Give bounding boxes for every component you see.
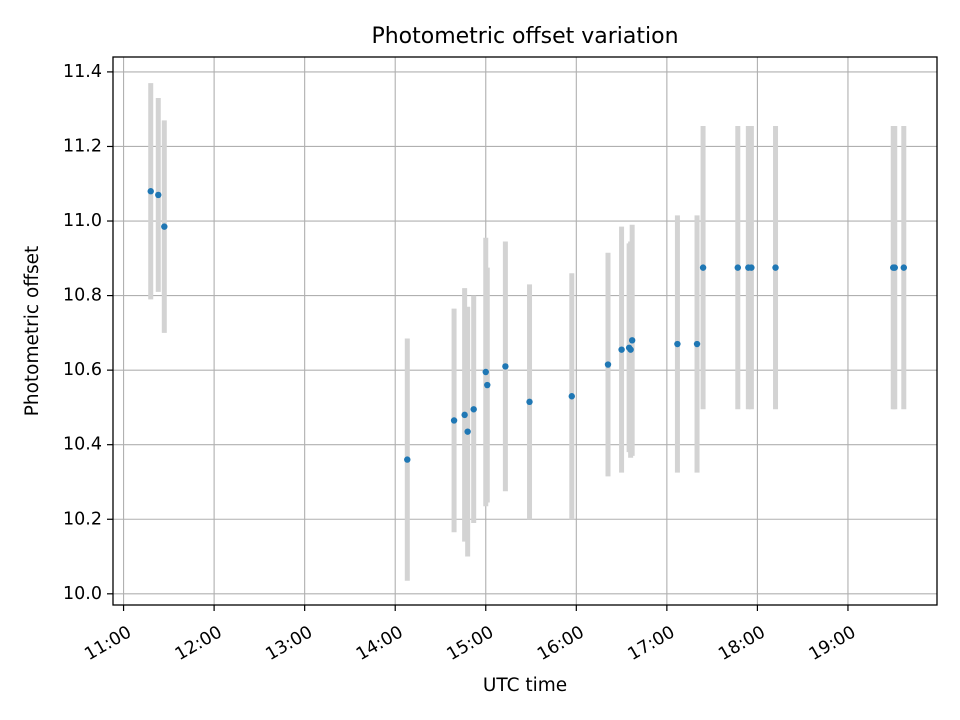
data-point bbox=[404, 456, 411, 463]
y-tick-label: 11.2 bbox=[63, 136, 102, 156]
data-point bbox=[748, 264, 755, 271]
data-point bbox=[693, 340, 701, 348]
data-point bbox=[699, 264, 707, 271]
data-point bbox=[464, 428, 471, 435]
data-point bbox=[482, 368, 489, 376]
data-point bbox=[891, 264, 898, 271]
data-point bbox=[627, 346, 634, 353]
y-tick-label: 11.4 bbox=[63, 62, 102, 82]
data-point bbox=[772, 264, 779, 271]
data-point bbox=[618, 346, 625, 353]
y-tick-label: 11.0 bbox=[63, 211, 102, 231]
y-tick-label: 10.6 bbox=[63, 360, 102, 380]
data-point bbox=[147, 188, 154, 195]
data-point bbox=[604, 361, 612, 368]
data-point bbox=[461, 411, 468, 419]
data-point bbox=[161, 223, 168, 230]
data-point bbox=[155, 191, 162, 199]
data-point bbox=[568, 393, 575, 400]
x-axis-label: UTC time bbox=[483, 675, 567, 696]
y-tick-label: 10.0 bbox=[63, 584, 102, 604]
data-point bbox=[526, 398, 533, 406]
data-point bbox=[450, 417, 458, 424]
y-tick-label: 10.8 bbox=[63, 286, 102, 306]
y-tick-label: 10.2 bbox=[63, 509, 102, 529]
data-points bbox=[147, 188, 907, 463]
data-point bbox=[470, 406, 477, 413]
data-point bbox=[734, 264, 741, 271]
data-point bbox=[502, 363, 509, 370]
y-axis-label: Photometric offset bbox=[22, 246, 43, 417]
data-point bbox=[484, 381, 491, 389]
data-point bbox=[900, 264, 907, 271]
grid-lines bbox=[113, 57, 937, 605]
data-point bbox=[674, 340, 681, 348]
plot-frame bbox=[112, 56, 938, 606]
data-point bbox=[628, 337, 636, 344]
chart-title: Photometric offset variation bbox=[371, 24, 678, 49]
y-tick-label: 10.4 bbox=[63, 435, 102, 455]
